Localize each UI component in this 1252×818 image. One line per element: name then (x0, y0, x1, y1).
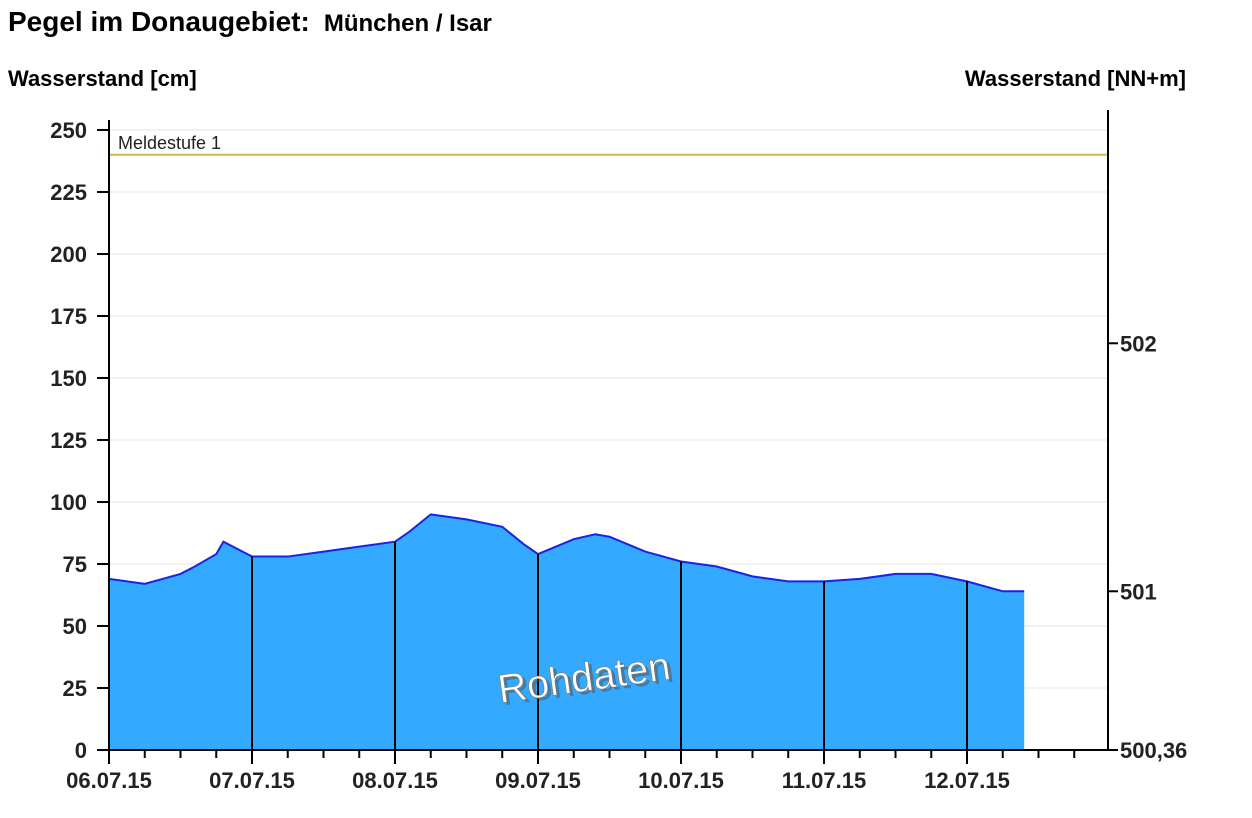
x-tick-label: 08.07.15 (352, 768, 438, 793)
day-divider-layer (251, 541, 968, 750)
station-name: München / Isar (323, 10, 492, 37)
x-tick-label: 07.07.15 (209, 768, 295, 793)
y-tick-label: 250 (50, 118, 87, 143)
y-tick-label: 100 (50, 490, 87, 515)
y-tick-label: 75 (63, 552, 87, 577)
x-tick-label: 11.07.15 (782, 768, 866, 793)
y-tick-label: 175 (50, 304, 87, 329)
y-tick-label: 50 (63, 614, 87, 639)
left-axis-title: Wasserstand [cm] (8, 66, 197, 91)
y-tick-label: 150 (50, 366, 87, 391)
y2-tick-label: 501 (1120, 579, 1157, 604)
area-layer (108, 513, 1025, 750)
y-tick-label: 225 (50, 180, 87, 205)
right-axis-title: Wasserstand [NN+m] (964, 66, 1186, 91)
x-tick-label: 12.07.15 (924, 768, 1010, 793)
chart-title-text: Pegel im Donaugebiet: (8, 6, 310, 37)
water-level-line (108, 513, 1025, 593)
chart-title: Pegel im Donaugebiet: München / Isar (8, 6, 492, 38)
water-level-area (109, 514, 1025, 750)
threshold-label: Meldestufe 1 (118, 133, 221, 153)
y-tick-label: 0 (75, 738, 87, 763)
y2-tick-label: 502 (1120, 331, 1157, 356)
axes-layer: 0 25 50 75 100 125 150 175 200 225 250 500,36 501 502… (50, 110, 1187, 793)
y-tick-label: 200 (50, 242, 87, 267)
y2-tick-label: 500,36 (1120, 738, 1187, 763)
y-tick-label: 125 (50, 428, 87, 453)
threshold-layer: Meldestufe 1 (109, 133, 1108, 156)
x-tick-label: 10.07.15 (638, 768, 724, 793)
y-tick-label: 25 (63, 676, 87, 701)
x-tick-label: 06.07.15 (66, 768, 152, 793)
x-tick-label: 09.07.15 (495, 768, 581, 793)
